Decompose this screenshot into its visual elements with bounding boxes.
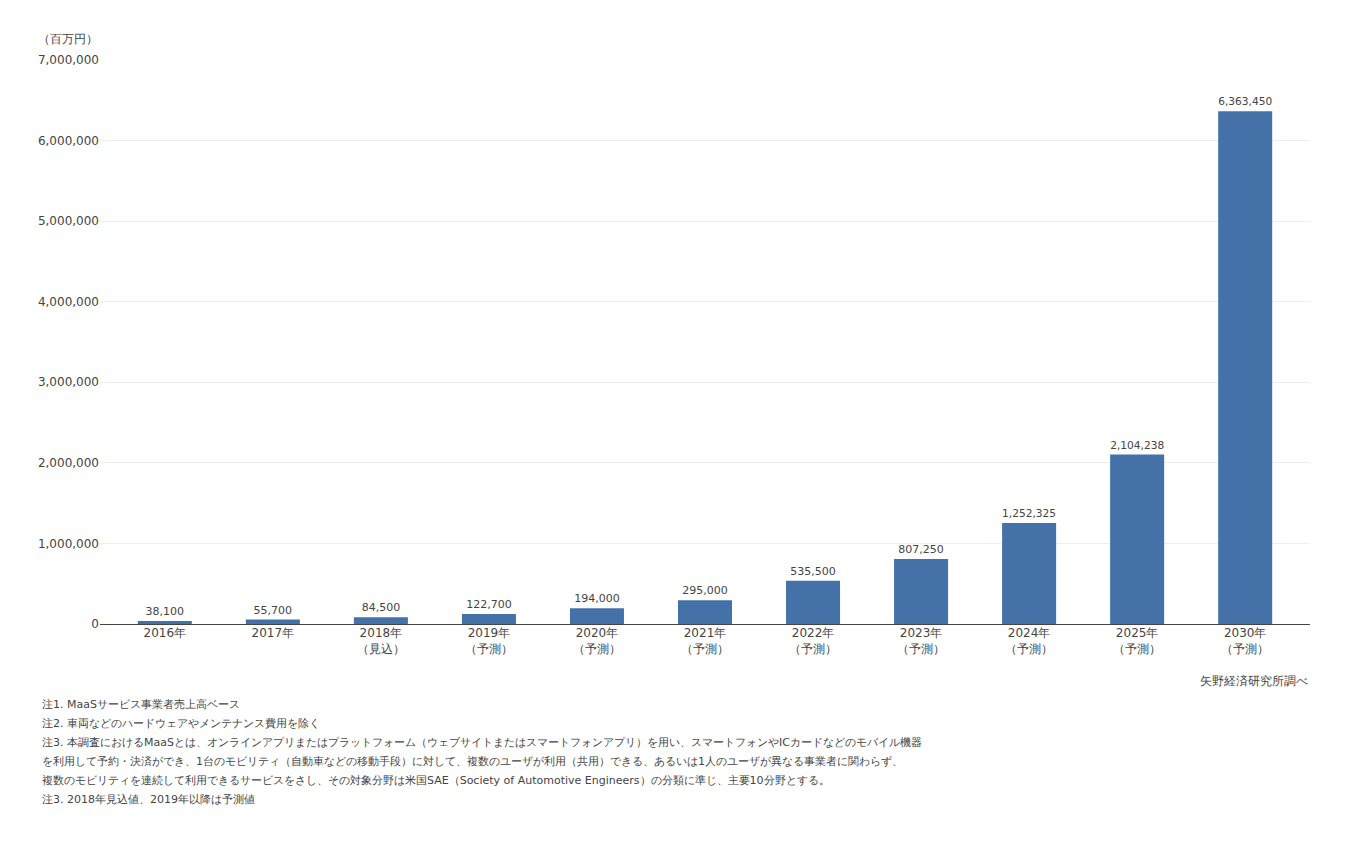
svg-text:6,000,000: 6,000,000 <box>38 134 99 148</box>
svg-text:注1. MaaSサービス事業者売上高ベース: 注1. MaaSサービス事業者売上高ベース <box>42 698 240 711</box>
svg-text:2018年（見込）: 2018年（見込） <box>357 626 405 656</box>
svg-text:注3. 2018年見込値、2019年以降は予測値: 注3. 2018年見込値、2019年以降は予測値 <box>42 793 255 806</box>
svg-text:2,104,238: 2,104,238 <box>1110 439 1164 452</box>
svg-text:295,000: 295,000 <box>682 584 728 597</box>
svg-text:2023年（予測）: 2023年（予測） <box>897 626 945 656</box>
svg-text:2016年: 2016年 <box>144 626 187 640</box>
svg-text:2030年（予測）: 2030年（予測） <box>1221 626 1269 656</box>
svg-text:4,000,000: 4,000,000 <box>38 295 99 309</box>
svg-text:1,000,000: 1,000,000 <box>38 537 99 551</box>
svg-text:2,000,000: 2,000,000 <box>38 456 99 470</box>
svg-text:807,250: 807,250 <box>898 543 944 556</box>
svg-text:0: 0 <box>91 617 99 631</box>
svg-text:3,000,000: 3,000,000 <box>38 375 99 389</box>
svg-text:122,700: 122,700 <box>466 598 512 611</box>
svg-text:194,000: 194,000 <box>574 592 620 605</box>
svg-text:2024年（予測）: 2024年（予測） <box>1005 626 1053 656</box>
svg-text:複数のモビリティを連続して利用できるサービスをさし、その対象: 複数のモビリティを連続して利用できるサービスをさし、その対象分野は米国SAE（S… <box>42 774 830 787</box>
svg-text:38,100: 38,100 <box>146 605 185 618</box>
svg-text:注2. 車両などのハードウェアやメンテナンス費用を除く: 注2. 車両などのハードウェアやメンテナンス費用を除く <box>42 717 320 730</box>
svg-text:を利用して予約・決済ができ、1台のモビリティ（自動車などの移: を利用して予約・決済ができ、1台のモビリティ（自動車などの移動手段）に対して、複… <box>42 755 903 768</box>
svg-text:55,700: 55,700 <box>254 604 292 617</box>
svg-text:注3. 本調査におけるMaaSとは、オンラインアプリまたはプ: 注3. 本調査におけるMaaSとは、オンラインアプリまたはプラットフォーム（ウェ… <box>42 736 922 749</box>
svg-text:535,500: 535,500 <box>790 565 836 578</box>
svg-text:2021年（予測）: 2021年（予測） <box>681 626 729 656</box>
svg-text:7,000,000: 7,000,000 <box>38 53 99 67</box>
svg-text:6,363,450: 6,363,450 <box>1218 95 1272 108</box>
svg-text:2025年（予測）: 2025年（予測） <box>1113 626 1161 656</box>
svg-text:1,252,325: 1,252,325 <box>1002 507 1056 520</box>
svg-text:矢野経済研究所調べ: 矢野経済研究所調べ <box>1200 674 1308 688</box>
svg-text:2020年（予測）: 2020年（予測） <box>573 626 621 656</box>
svg-text:2017年: 2017年 <box>252 626 295 640</box>
svg-text:（百万円）: （百万円） <box>38 32 98 46</box>
svg-text:84,500: 84,500 <box>362 601 401 614</box>
svg-text:5,000,000: 5,000,000 <box>38 214 99 228</box>
svg-text:2019年（予測）: 2019年（予測） <box>465 626 513 656</box>
svg-text:2022年（予測）: 2022年（予測） <box>789 626 837 656</box>
